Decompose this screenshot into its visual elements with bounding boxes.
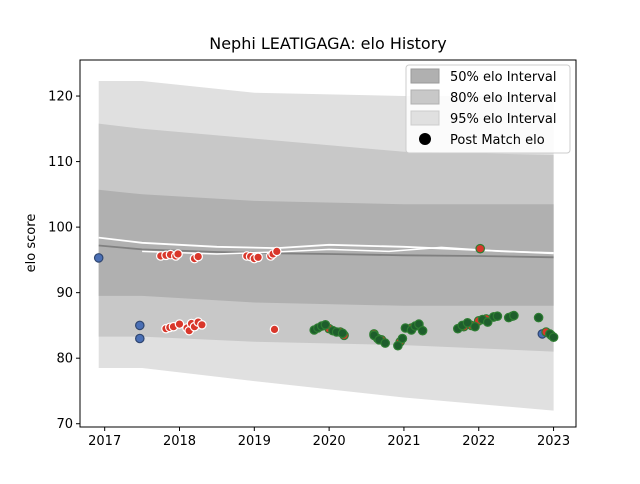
match-point-red-white-edge-6 [193,251,203,262]
match-point-blue-2 [135,333,145,344]
x-tick-label-2017: 2017 [88,434,121,449]
match-point-blue-1 [135,320,145,331]
match-point-green-9 [380,338,390,348]
axes-frame [79,59,577,428]
y-tick-label-110: 110 [48,155,73,170]
axes: 2017 2018 2019 2020 2021 2022 2023 70 80 90 100 110… [48,59,577,449]
match-point-red-white-edge-4 [173,249,183,259]
y-axis-label: elo score [24,214,39,273]
match-point-blue-0 [93,253,104,263]
match-point-green-19 [462,317,473,328]
x-tick-label-2021: 2021 [387,434,420,449]
match-point-green-29 [548,332,559,342]
x-tick-label-2023: 2023 [537,434,570,449]
legend-swatch-50 [410,68,440,84]
legend-swatch-80 [410,89,440,105]
x-tick-label-2019: 2019 [238,434,271,449]
legend-marker-post-match [419,133,431,145]
match-point-green-11 [397,333,408,344]
match-point-green-20 [470,321,480,332]
match-point-red-white-edge-10 [253,252,263,263]
plot-area [93,81,559,411]
match-point-red-green-edge-12 [475,243,485,254]
match-point-green-26 [509,310,519,321]
legend-label-50: 50% elo Interval [450,70,557,85]
legend-label-80: 80% elo Interval [450,91,557,106]
match-point-red-white-edge-17 [174,319,185,329]
y-tick-label-90: 90 [56,286,73,301]
interval-band-2 [98,189,554,306]
match-point-green-16 [417,325,428,336]
elo-line-2 [142,246,554,255]
match-point-red-white-edge-24 [269,324,280,335]
match-point-green-3 [320,319,331,330]
y-tick-label-80: 80 [56,352,73,367]
legend-label-post-match: Post Match elo [450,133,545,148]
legend-swatch-95 [410,110,440,126]
chart-title: Nephi LEATIGAGA: elo History [209,34,447,53]
x-tick-label-2022: 2022 [462,434,495,449]
match-point-red-white-edge-23 [197,319,207,330]
match-point-red-white-edge-13 [271,246,282,257]
y-tick-label-120: 120 [48,90,73,105]
match-point-green-24 [492,311,503,321]
y-tick-label-70: 70 [56,417,73,432]
match-point-green-27 [533,312,544,323]
match-point-green-6 [337,328,348,339]
legend-label-95: 95% elo Interval [450,112,557,127]
x-tick-label-2018: 2018 [163,434,196,449]
match-point-green-22 [482,317,493,327]
match-point-green-10 [393,340,403,351]
y-tick-label-100: 100 [48,221,73,236]
legend: 50% elo Interval 80% elo Interval 95% el… [405,64,571,154]
elo-line-0 [98,244,554,259]
x-tick-label-2020: 2020 [313,434,346,449]
legend-box [405,64,571,154]
